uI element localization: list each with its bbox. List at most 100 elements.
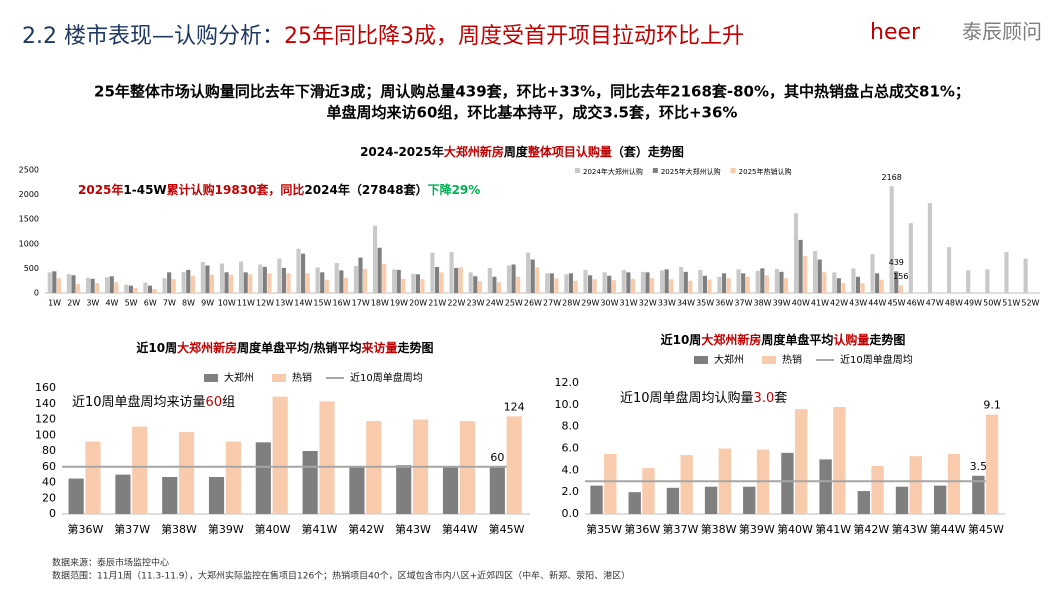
x-tick-label: 19W: [390, 299, 408, 308]
x-tick-label: 25W: [505, 299, 523, 308]
value-label: 9.1: [983, 399, 1001, 412]
logo-name: 泰辰顾问: [962, 20, 1042, 44]
bar: [721, 273, 727, 293]
bar: [793, 213, 799, 293]
bar: [909, 456, 922, 514]
bar: [704, 486, 718, 514]
bar: [602, 272, 607, 293]
x-tick-label: 第43W: [892, 522, 928, 536]
bar: [947, 247, 952, 293]
bar: [492, 276, 497, 293]
annotation-part: 近10周单盘周均认购量: [620, 390, 754, 406]
bar: [628, 492, 641, 514]
legend-label: 2025年热销认购: [739, 167, 792, 176]
bar: [442, 466, 459, 514]
chart-title: 2024-2025年大郑州新房周度整体项目认购量（套）走势图: [360, 144, 684, 159]
annotation-part: 套: [774, 390, 787, 406]
bar: [506, 265, 512, 293]
bar: [535, 267, 540, 293]
bar: [621, 269, 626, 293]
bar: [473, 276, 478, 293]
annotation-part: 3.0: [754, 391, 775, 406]
bar: [449, 252, 454, 293]
x-tick-label: 14W: [294, 299, 312, 308]
bar: [860, 283, 865, 293]
annotation-part: 2024年（27848套）: [304, 182, 427, 197]
legend-swatch: [762, 356, 776, 364]
bar: [267, 273, 272, 293]
legend-swatch: [652, 168, 658, 173]
bar: [832, 272, 837, 293]
chart-title-part: 大郑州新房: [701, 332, 761, 347]
bar: [487, 267, 492, 293]
bar: [66, 274, 71, 293]
bar: [248, 274, 253, 293]
y-tick-label: 20: [42, 491, 56, 504]
chart-title-part: 认购量: [833, 332, 869, 347]
bar: [115, 474, 131, 514]
bar: [401, 278, 406, 293]
x-tick-label: 35W: [696, 299, 714, 308]
bar: [167, 272, 172, 293]
bar: [349, 466, 365, 514]
x-tick-label: 第38W: [701, 522, 737, 536]
bar: [143, 282, 148, 293]
bar: [895, 486, 909, 514]
value-label: 156: [893, 272, 908, 281]
bar: [688, 280, 693, 293]
bar: [243, 272, 248, 293]
bar: [783, 278, 789, 293]
chart-title: 近10周大郑州新房周度单盘平均/热销平均来访量走势图: [136, 340, 433, 355]
bar: [875, 273, 880, 293]
chart-title-part: 来访量: [361, 340, 398, 355]
bar: [889, 186, 894, 293]
chart-title-part: （套）走势图: [612, 144, 684, 159]
bar: [71, 275, 76, 293]
bar: [813, 251, 818, 293]
bar: [477, 281, 482, 293]
y-tick-label: 2.0: [562, 485, 580, 498]
bar: [239, 261, 244, 293]
bar: [171, 279, 176, 293]
bar: [933, 485, 947, 514]
bar: [972, 475, 985, 514]
x-tick-label: 52W: [1021, 299, 1039, 308]
legend-swatch: [694, 356, 708, 364]
x-tick-label: 第45W: [968, 522, 1004, 536]
x-tick-label: 29W: [581, 299, 599, 308]
slide-title: 2.2 楼市表现—认购分析：25年同比降3成，周度受首开项目拉动环比上升: [22, 24, 744, 49]
slide-title-part: 2.2 楼市表现—认购分析：: [22, 24, 284, 49]
bar: [415, 274, 420, 293]
legend-label: 2025年大郑州认购: [661, 167, 721, 176]
bar: [530, 259, 535, 293]
bar: [75, 284, 81, 293]
y-tick-label: 160: [35, 381, 56, 394]
bar: [833, 407, 846, 514]
y-tick-label: 1000: [19, 239, 39, 248]
bar: [836, 278, 841, 293]
bar: [908, 223, 913, 293]
annotation-part: 2025年: [78, 182, 123, 197]
x-tick-label: 16W: [333, 299, 351, 308]
annotation: 近10周单盘周均来访量60组: [72, 394, 235, 410]
y-tick-label: 4.0: [562, 463, 580, 476]
y-tick-label: 0: [34, 289, 39, 298]
bar: [626, 272, 631, 293]
bar: [781, 452, 794, 514]
x-tick-label: 39W: [773, 299, 791, 308]
bar: [774, 268, 779, 293]
chart-title-part: 整体项目认购量: [527, 144, 612, 159]
bar: [819, 459, 832, 514]
x-tick-label: 45W: [887, 299, 905, 308]
bar: [857, 491, 870, 514]
bar: [496, 282, 502, 293]
bar: [124, 284, 129, 293]
y-tick-label: 0: [49, 507, 56, 520]
bar: [315, 267, 320, 293]
bar: [133, 288, 138, 293]
x-tick-label: 34W: [677, 299, 695, 308]
bar: [95, 283, 100, 293]
bar: [334, 262, 339, 293]
y-tick-label: 500: [24, 264, 39, 273]
